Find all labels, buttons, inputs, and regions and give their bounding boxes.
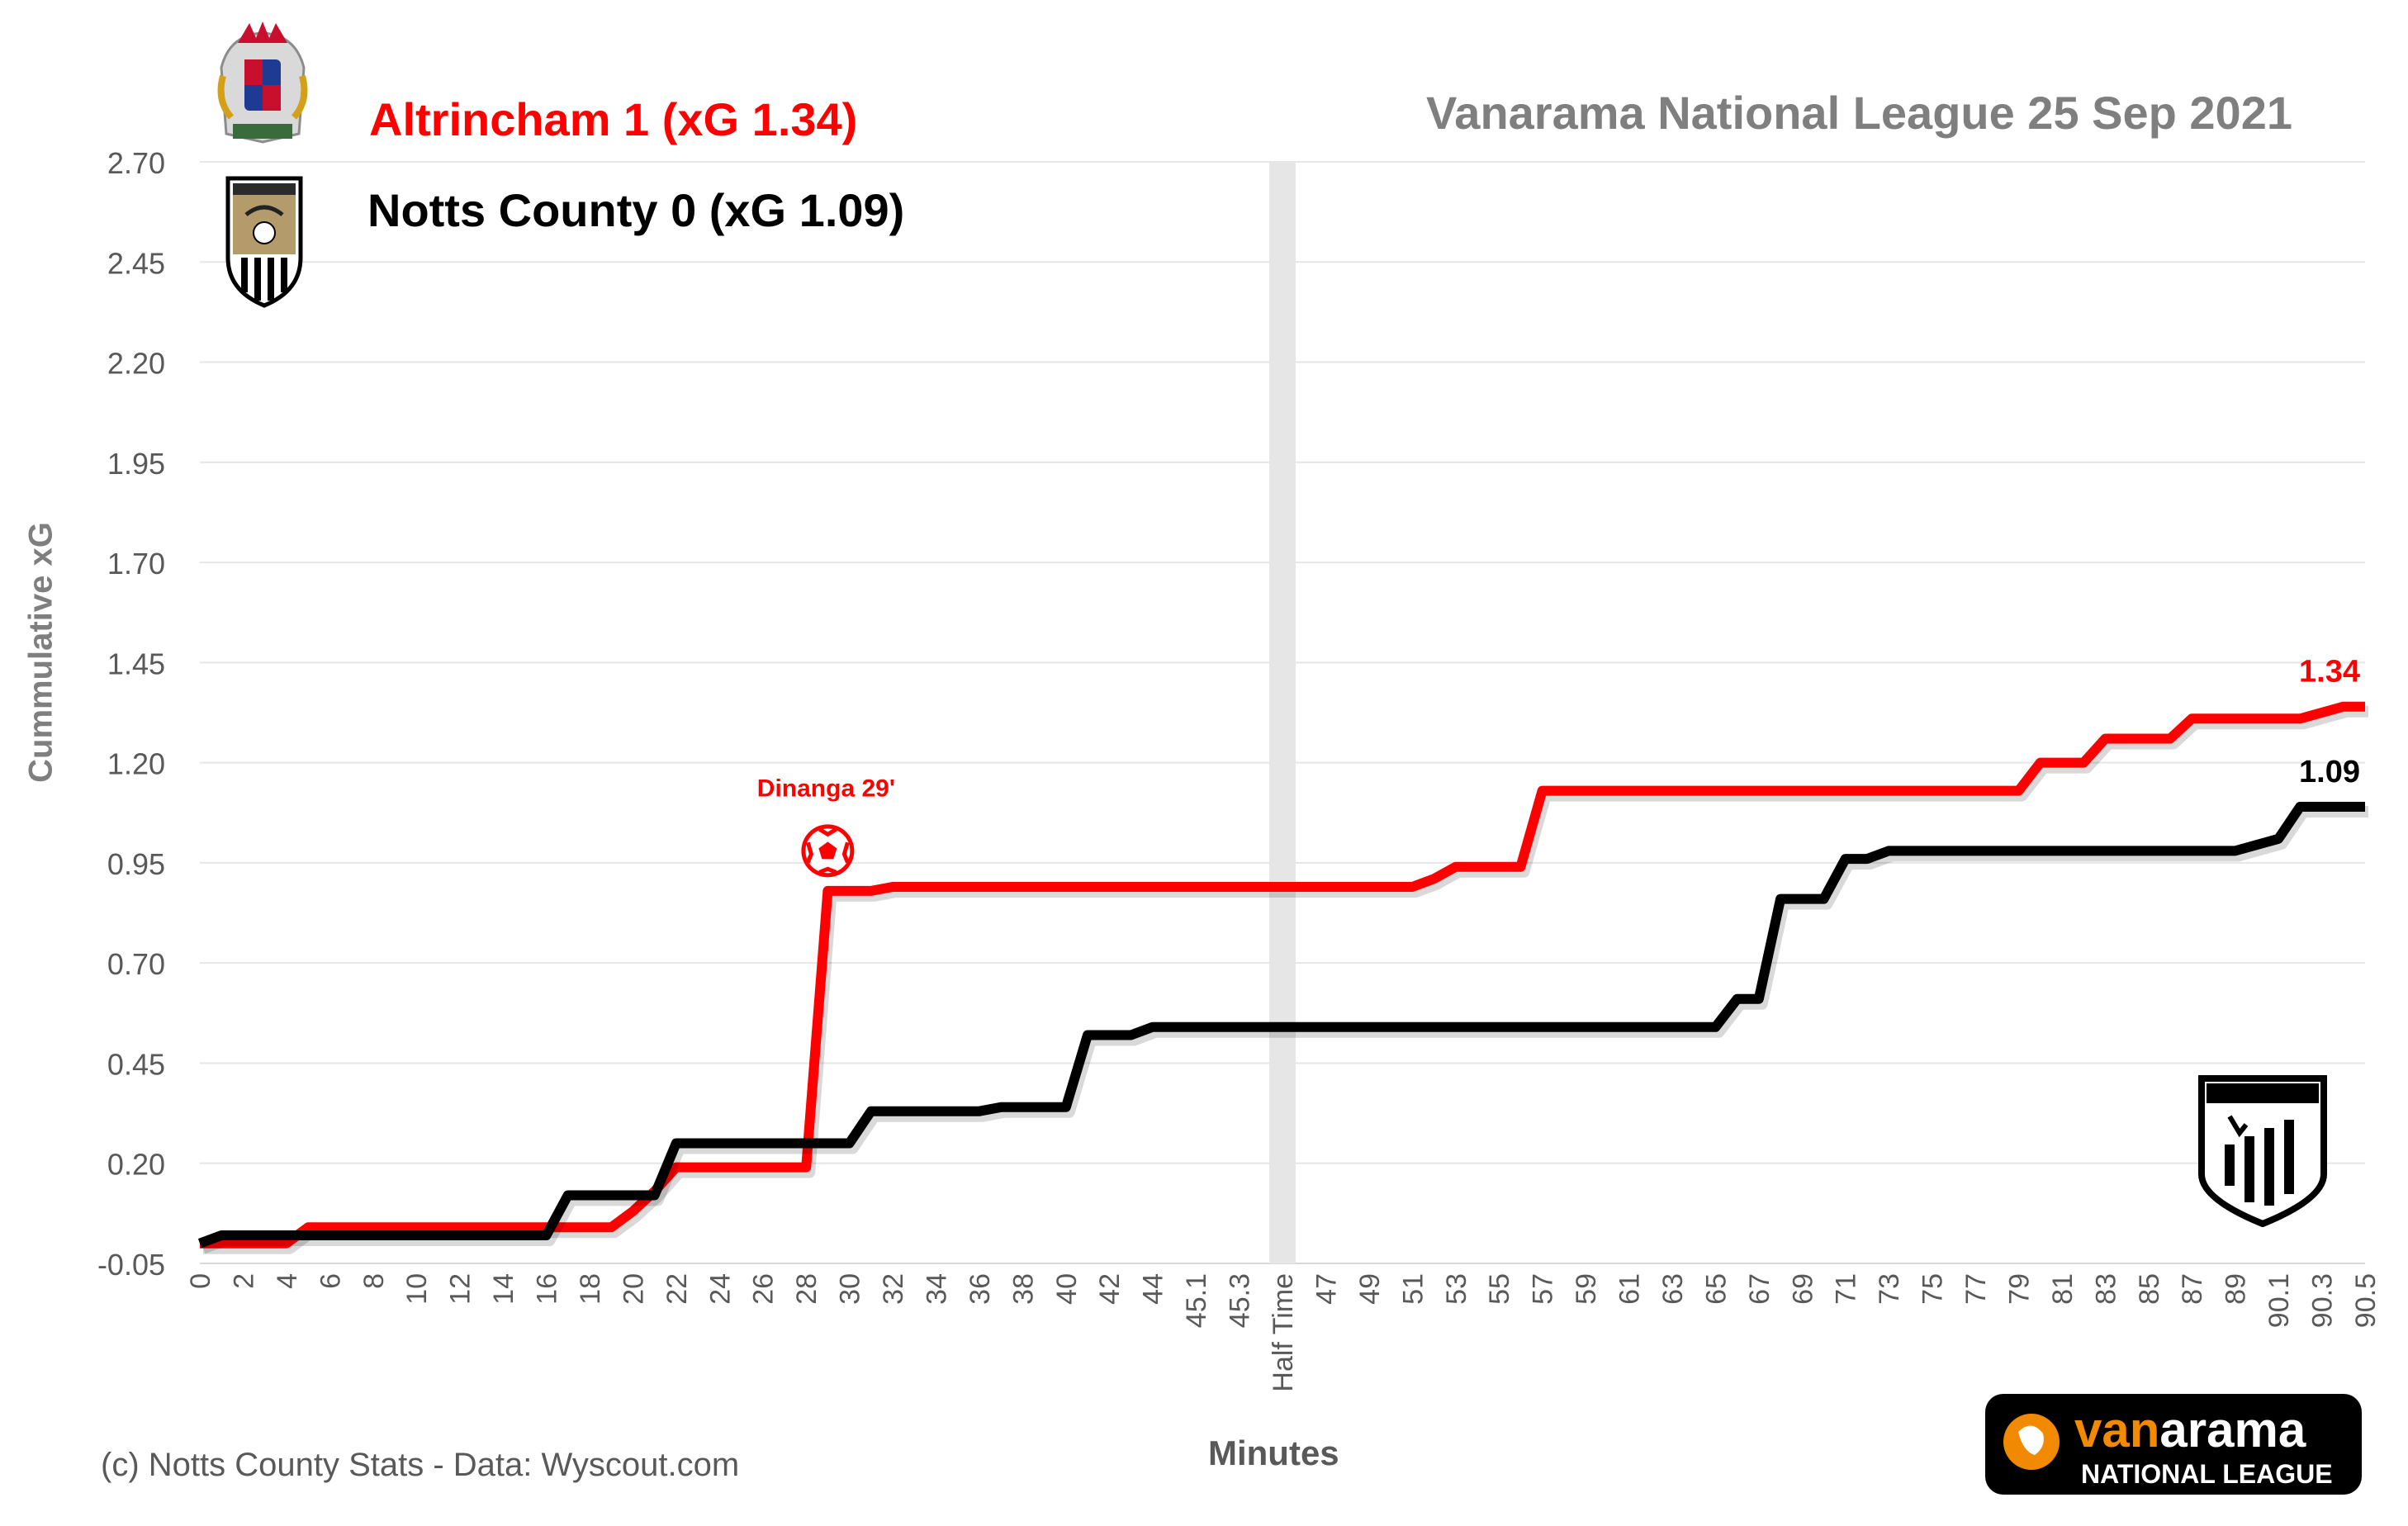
x-tick-label: 90.1 (2263, 1273, 2295, 1328)
x-tick-label: 67 (1744, 1273, 1775, 1305)
football-icon (801, 824, 855, 878)
y-tick-label: 0.45 (107, 1047, 165, 1081)
series-line-altrincham (200, 701, 2365, 1249)
svg-text:NATIONAL LEAGUE: NATIONAL LEAGUE (2081, 1459, 2333, 1489)
vanarama-national-league-logo: vanarama NATIONAL LEAGUE (1985, 1394, 2362, 1495)
x-tick-label: 34 (921, 1273, 952, 1305)
x-tick-label: 49 (1354, 1273, 1386, 1305)
x-tick-label: 81 (2047, 1273, 2079, 1305)
x-tick-labels: 0 2 4 6 8 10 12 14 16 18 20 22 24 26 28 30 32 34 36 38 40 42 4… (185, 1273, 2382, 1392)
y-tick-label: 2.20 (107, 347, 165, 381)
x-tick-label: 20 (618, 1273, 649, 1305)
x-tick-label: 63 (1657, 1273, 1689, 1305)
x-tick-label: 22 (661, 1273, 693, 1305)
x-tick-label: 16 (532, 1273, 563, 1305)
x-tick-label: 14 (488, 1273, 519, 1305)
x-tick-label: 10 (401, 1273, 433, 1305)
x-tick-label: 28 (791, 1273, 822, 1305)
x-tick-label: 42 (1094, 1273, 1126, 1305)
x-tick-label: 73 (1874, 1273, 1905, 1305)
x-tick-label: 83 (2090, 1273, 2121, 1305)
x-tick-label: 57 (1528, 1273, 1559, 1305)
x-axis-label: Minutes (1208, 1434, 1339, 1472)
x-tick-label: 6 (315, 1273, 346, 1289)
home-team-title: Altrincham 1 (xG 1.34) (369, 93, 858, 145)
series-line-notts-county (197, 802, 2365, 1249)
series-lines (197, 701, 2368, 1254)
x-tick-label: 2 (228, 1273, 259, 1289)
x-tick-label: 89 (2221, 1273, 2252, 1305)
y-tick-labels: -0.05 0.20 0.45 0.70 0.95 1.20 1.45 1.70 1.95 2.2… (97, 146, 165, 1282)
x-tick-label: 18 (575, 1273, 606, 1305)
x-tick-label: 26 (748, 1273, 780, 1305)
svg-text:vanarama: vanarama (2074, 1402, 2306, 1457)
half-time-band (1269, 162, 1296, 1263)
x-tick-label: 85 (2134, 1273, 2165, 1305)
y-tick-label: 1.70 (107, 547, 165, 581)
football-seams (805, 827, 850, 874)
x-tick-label: 45.1 (1181, 1273, 1212, 1328)
x-tick-label: 75 (1917, 1273, 1949, 1305)
x-tick-label: 0 (185, 1273, 216, 1289)
x-tick-label: 61 (1614, 1273, 1646, 1305)
x-tick-label: 8 (358, 1273, 390, 1289)
goal-annotation-label: Dinanga 29' (757, 775, 895, 802)
y-tick-label: 1.20 (107, 747, 165, 781)
x-tick-label: 55 (1484, 1273, 1515, 1305)
x-tick-label: 24 (704, 1273, 736, 1305)
y-tick-label: 0.95 (107, 847, 165, 881)
x-tick-label: 4 (272, 1273, 303, 1289)
x-tick-label: 69 (1787, 1273, 1818, 1305)
x-tick-label: 79 (2003, 1273, 2035, 1305)
x-tick-label: 87 (2177, 1273, 2208, 1305)
x-tick-label: 90.3 (2307, 1273, 2339, 1328)
y-axis-label: Cummulative xG (22, 522, 59, 783)
altrincham-crest-icon (217, 21, 308, 144)
notts-county-crest-icon (225, 176, 303, 308)
y-tick-label: 1.95 (107, 447, 165, 481)
data-labels: 1.34 1.09 Dinanga 29' (757, 655, 2360, 878)
x-tick-label: 30 (835, 1273, 866, 1305)
end-value-label: 1.09 (2299, 755, 2360, 789)
data-credit: (c) Notts County Stats - Data: Wyscout.c… (101, 1447, 740, 1483)
y-tick-label: 0.70 (107, 947, 165, 981)
x-tick-label: 12 (445, 1273, 476, 1305)
x-tick-label: 45.3 (1225, 1273, 1256, 1328)
y-tick-label: -0.05 (97, 1248, 165, 1282)
x-tick-label: 38 (1007, 1273, 1039, 1305)
notts-county-stats-logo (2198, 1075, 2327, 1227)
competition-title: Vanarama National League 25 Sep 2021 (1426, 87, 2292, 139)
x-tick-label: 65 (1700, 1273, 1732, 1305)
y-tick-label: 2.45 (107, 246, 165, 280)
y-tick-label: 1.45 (107, 647, 165, 680)
x-tick-label: 51 (1397, 1273, 1429, 1305)
y-tick-label: 0.20 (107, 1148, 165, 1182)
y-tick-label: 2.70 (107, 146, 165, 180)
x-tick-label: 90.5 (2350, 1273, 2382, 1328)
football-patch (818, 841, 837, 860)
x-tick-label: 32 (878, 1273, 909, 1305)
x-tick-label: 53 (1441, 1273, 1472, 1305)
x-tick-label: 36 (965, 1273, 996, 1305)
x-tick-label: 47 (1311, 1273, 1342, 1305)
away-team-title: Notts County 0 (xG 1.09) (367, 184, 905, 236)
end-value-label: 1.34 (2299, 655, 2360, 690)
x-tick-label: 44 (1138, 1273, 1169, 1305)
x-tick-label: 59 (1571, 1273, 1602, 1305)
x-tick-label: 77 (1960, 1273, 1992, 1305)
x-tick-label: Half Time (1268, 1273, 1299, 1392)
x-tick-label: 71 (1831, 1273, 1862, 1305)
x-tick-label: 40 (1051, 1273, 1083, 1305)
